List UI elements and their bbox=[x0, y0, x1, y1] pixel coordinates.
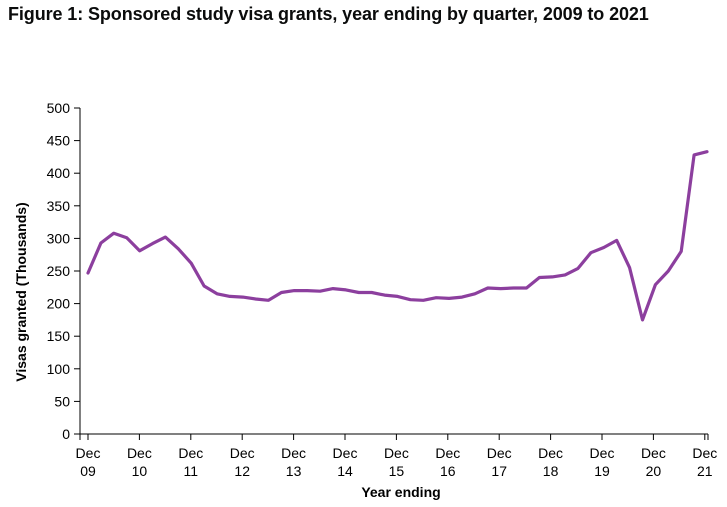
data-point bbox=[576, 267, 580, 270]
data-point bbox=[654, 283, 657, 286]
data-point bbox=[692, 153, 696, 157]
x-tick-label-month: Dec bbox=[435, 445, 460, 461]
x-tick-label-month: Dec bbox=[590, 445, 615, 461]
data-point bbox=[435, 296, 438, 299]
data-point bbox=[538, 276, 541, 279]
data-point bbox=[99, 241, 103, 245]
data-point bbox=[228, 295, 232, 298]
series-line bbox=[86, 150, 709, 322]
data-point bbox=[190, 262, 193, 265]
y-axis: 0 50 100 150 200 250 300 350 400 450 500 bbox=[47, 100, 81, 442]
x-tick-label-year: 16 bbox=[440, 463, 456, 479]
x-tick-label-month: Dec bbox=[487, 445, 512, 461]
y-tick-label: 0 bbox=[62, 426, 70, 442]
data-point bbox=[615, 239, 618, 242]
data-point bbox=[486, 286, 489, 290]
x-tick-label-month: Dec bbox=[76, 445, 101, 461]
y-tick-label: 50 bbox=[54, 393, 70, 409]
x-tick-label-year: 09 bbox=[80, 463, 96, 479]
x-tick-label-year: 19 bbox=[594, 463, 610, 479]
x-tick-label-year: 21 bbox=[697, 463, 713, 479]
data-point bbox=[241, 295, 244, 299]
x-tick-label-month: Dec bbox=[384, 445, 409, 461]
y-tick-label: 100 bbox=[47, 361, 71, 377]
x-tick-label-year: 10 bbox=[132, 463, 148, 479]
data-point bbox=[447, 297, 451, 300]
y-tick-label: 450 bbox=[47, 133, 71, 149]
y-axis-label: Visas granted (Thousands) bbox=[13, 202, 29, 381]
y-tick-label: 400 bbox=[47, 165, 71, 181]
y-tick-label: 500 bbox=[47, 100, 71, 116]
x-tick-label-month: Dec bbox=[538, 445, 563, 461]
data-point bbox=[641, 318, 644, 322]
data-point bbox=[138, 249, 141, 252]
data-point bbox=[357, 291, 360, 294]
x-tick-label-year: 18 bbox=[543, 463, 559, 479]
data-point bbox=[705, 150, 709, 153]
data-point bbox=[499, 287, 502, 290]
x-tick-label-year: 13 bbox=[286, 463, 302, 479]
data-point bbox=[383, 293, 386, 297]
x-tick-label-year: 14 bbox=[337, 463, 353, 479]
x-tick-label-month: Dec bbox=[127, 445, 152, 461]
x-tick-label-year: 12 bbox=[234, 463, 250, 479]
data-point bbox=[306, 289, 309, 292]
x-tick-label-year: 17 bbox=[491, 463, 507, 479]
data-point bbox=[473, 292, 477, 295]
data-point bbox=[318, 290, 322, 293]
y-tick-label: 300 bbox=[47, 230, 71, 246]
y-tick-label: 250 bbox=[47, 263, 71, 279]
data-point bbox=[460, 295, 464, 299]
data-point bbox=[125, 236, 128, 239]
data-point bbox=[344, 288, 348, 292]
y-tick-label: 150 bbox=[47, 328, 71, 344]
data-point bbox=[331, 287, 335, 290]
x-tick-label-year: 11 bbox=[184, 463, 199, 479]
x-tick-label-month: Dec bbox=[178, 445, 203, 461]
x-axis: Dec 09 Dec 10 Dec 11 Dec 12 Dec 13 Dec 14 Dec 15 Dec 16… bbox=[76, 433, 717, 479]
data-point bbox=[164, 235, 167, 239]
x-tick-label-month: Dec bbox=[333, 445, 358, 461]
data-point bbox=[422, 299, 425, 302]
data-point bbox=[86, 271, 90, 275]
x-tick-label-month: Dec bbox=[692, 445, 717, 461]
data-point bbox=[396, 295, 399, 298]
x-tick-label-year: 15 bbox=[389, 463, 405, 479]
data-point bbox=[177, 247, 180, 250]
data-point bbox=[563, 273, 567, 277]
data-point bbox=[551, 275, 554, 279]
data-point bbox=[680, 250, 683, 253]
data-point bbox=[202, 284, 206, 288]
x-tick-label-month: Dec bbox=[281, 445, 306, 461]
data-point bbox=[589, 251, 593, 254]
data-point bbox=[602, 246, 605, 249]
data-point bbox=[280, 291, 283, 294]
data-point bbox=[628, 266, 631, 269]
data-point bbox=[215, 292, 219, 295]
x-axis-label: Year ending bbox=[361, 484, 440, 500]
x-tick-label-month: Dec bbox=[641, 445, 666, 461]
y-tick-label: 350 bbox=[47, 198, 71, 214]
x-tick-label-month: Dec bbox=[230, 445, 255, 461]
data-point bbox=[525, 286, 528, 290]
data-point bbox=[293, 289, 296, 292]
x-tick-label-year: 20 bbox=[646, 463, 662, 479]
y-tick-label: 200 bbox=[47, 296, 71, 312]
data-point bbox=[267, 299, 270, 302]
data-point bbox=[112, 232, 116, 235]
data-point bbox=[370, 291, 373, 294]
data-point bbox=[512, 286, 515, 290]
series-group bbox=[86, 150, 709, 322]
data-point bbox=[151, 242, 154, 245]
chart-title: Figure 1: Sponsored study visa grants, y… bbox=[8, 4, 649, 24]
data-point bbox=[667, 269, 670, 273]
data-point bbox=[254, 297, 257, 301]
data-point bbox=[409, 298, 412, 301]
